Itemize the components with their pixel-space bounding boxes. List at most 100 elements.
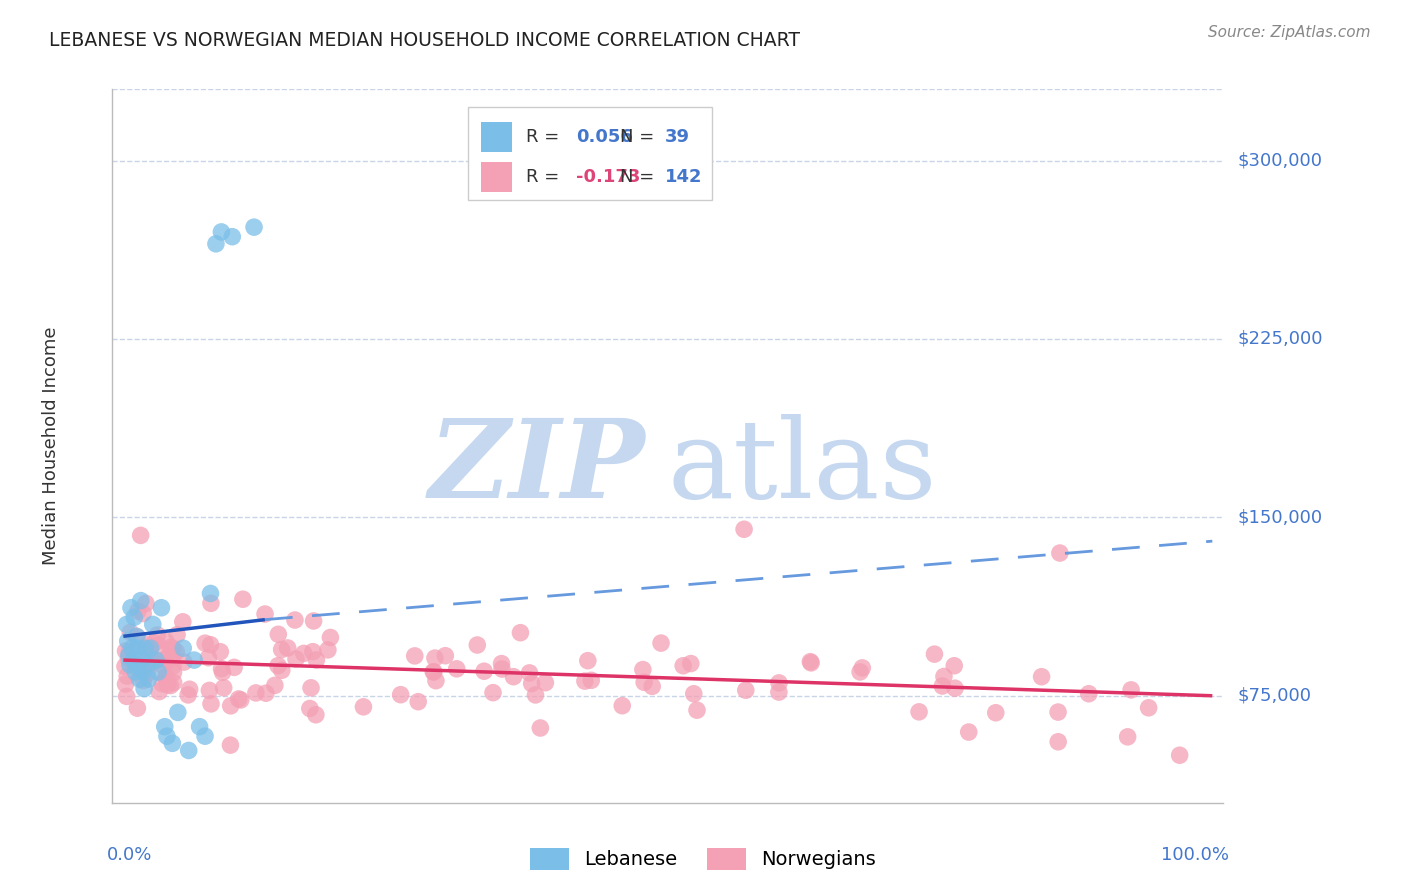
Point bbox=[162, 659, 184, 673]
Point bbox=[491, 662, 513, 676]
Point bbox=[132, 658, 155, 673]
Point bbox=[139, 641, 162, 656]
Point bbox=[302, 614, 325, 628]
Point bbox=[120, 600, 142, 615]
Point bbox=[1077, 687, 1099, 701]
Point bbox=[132, 607, 155, 621]
Point bbox=[200, 638, 222, 652]
Point bbox=[150, 676, 173, 690]
Point bbox=[631, 663, 654, 677]
Point bbox=[943, 681, 966, 696]
Point bbox=[166, 706, 188, 720]
FancyBboxPatch shape bbox=[481, 121, 512, 152]
Point bbox=[127, 604, 149, 618]
Point bbox=[245, 686, 267, 700]
Point bbox=[135, 596, 157, 610]
Point bbox=[211, 665, 233, 680]
Point bbox=[155, 671, 177, 685]
Point bbox=[209, 225, 232, 239]
Point bbox=[121, 641, 143, 656]
Point bbox=[768, 676, 790, 690]
Point bbox=[305, 653, 328, 667]
Text: 142: 142 bbox=[665, 168, 702, 186]
Point bbox=[686, 703, 709, 717]
Point bbox=[733, 522, 755, 536]
Point bbox=[200, 596, 222, 610]
Point bbox=[194, 636, 217, 650]
Point bbox=[143, 636, 166, 650]
Point bbox=[146, 628, 169, 642]
Point bbox=[205, 236, 228, 251]
Point bbox=[534, 675, 557, 690]
Point bbox=[131, 653, 153, 667]
Point bbox=[200, 697, 222, 711]
Point bbox=[162, 651, 184, 665]
Point bbox=[155, 671, 177, 685]
Point bbox=[114, 677, 136, 691]
Text: R =: R = bbox=[526, 128, 565, 145]
Point bbox=[404, 648, 426, 663]
Point bbox=[768, 685, 790, 699]
Point bbox=[134, 641, 156, 656]
Point bbox=[221, 229, 243, 244]
Point bbox=[581, 673, 603, 688]
Point bbox=[576, 654, 599, 668]
Point bbox=[117, 651, 139, 665]
Point bbox=[165, 645, 187, 659]
Point bbox=[650, 636, 672, 650]
Point bbox=[423, 651, 446, 665]
Point bbox=[136, 657, 159, 672]
Point bbox=[162, 665, 184, 680]
Point bbox=[155, 634, 177, 648]
Point bbox=[305, 707, 328, 722]
Point bbox=[574, 674, 596, 689]
Point bbox=[162, 641, 184, 656]
Point bbox=[135, 642, 157, 657]
Point bbox=[219, 698, 242, 713]
Point bbox=[136, 666, 159, 681]
Point bbox=[228, 692, 250, 706]
Point bbox=[115, 690, 138, 704]
Point bbox=[115, 669, 138, 683]
Point bbox=[148, 684, 170, 698]
Point bbox=[114, 644, 136, 658]
Point bbox=[173, 655, 195, 669]
Text: LEBANESE VS NORWEGIAN MEDIAN HOUSEHOLD INCOME CORRELATION CHART: LEBANESE VS NORWEGIAN MEDIAN HOUSEHOLD I… bbox=[49, 31, 800, 50]
Point bbox=[124, 665, 146, 679]
Point bbox=[277, 640, 299, 655]
Point bbox=[200, 586, 222, 600]
Point bbox=[641, 679, 664, 693]
Text: Median Household Income: Median Household Income bbox=[42, 326, 60, 566]
Point bbox=[183, 653, 205, 667]
Text: ZIP: ZIP bbox=[429, 414, 645, 521]
Point bbox=[734, 683, 756, 698]
Point bbox=[263, 678, 285, 692]
Point bbox=[128, 672, 150, 686]
Point bbox=[188, 720, 211, 734]
Point bbox=[422, 665, 444, 679]
Text: -0.173: -0.173 bbox=[575, 168, 640, 186]
Point bbox=[316, 643, 339, 657]
FancyBboxPatch shape bbox=[468, 107, 713, 200]
Point bbox=[1049, 546, 1071, 560]
Point bbox=[491, 657, 513, 671]
Point bbox=[150, 600, 173, 615]
Point bbox=[157, 650, 180, 665]
Point bbox=[118, 657, 141, 672]
Point bbox=[120, 625, 142, 640]
Text: 100.0%: 100.0% bbox=[1161, 846, 1229, 863]
Point bbox=[127, 641, 149, 656]
Legend: Lebanese, Norwegians: Lebanese, Norwegians bbox=[522, 839, 884, 878]
Point bbox=[682, 687, 704, 701]
Point bbox=[209, 645, 232, 659]
Point bbox=[502, 670, 524, 684]
Point bbox=[129, 528, 152, 542]
Point bbox=[1168, 748, 1191, 763]
Point bbox=[129, 593, 152, 607]
Point bbox=[136, 638, 159, 652]
Point bbox=[529, 721, 551, 735]
Point bbox=[243, 220, 266, 235]
Point bbox=[145, 653, 167, 667]
Point bbox=[1116, 730, 1139, 744]
Point bbox=[270, 663, 292, 677]
